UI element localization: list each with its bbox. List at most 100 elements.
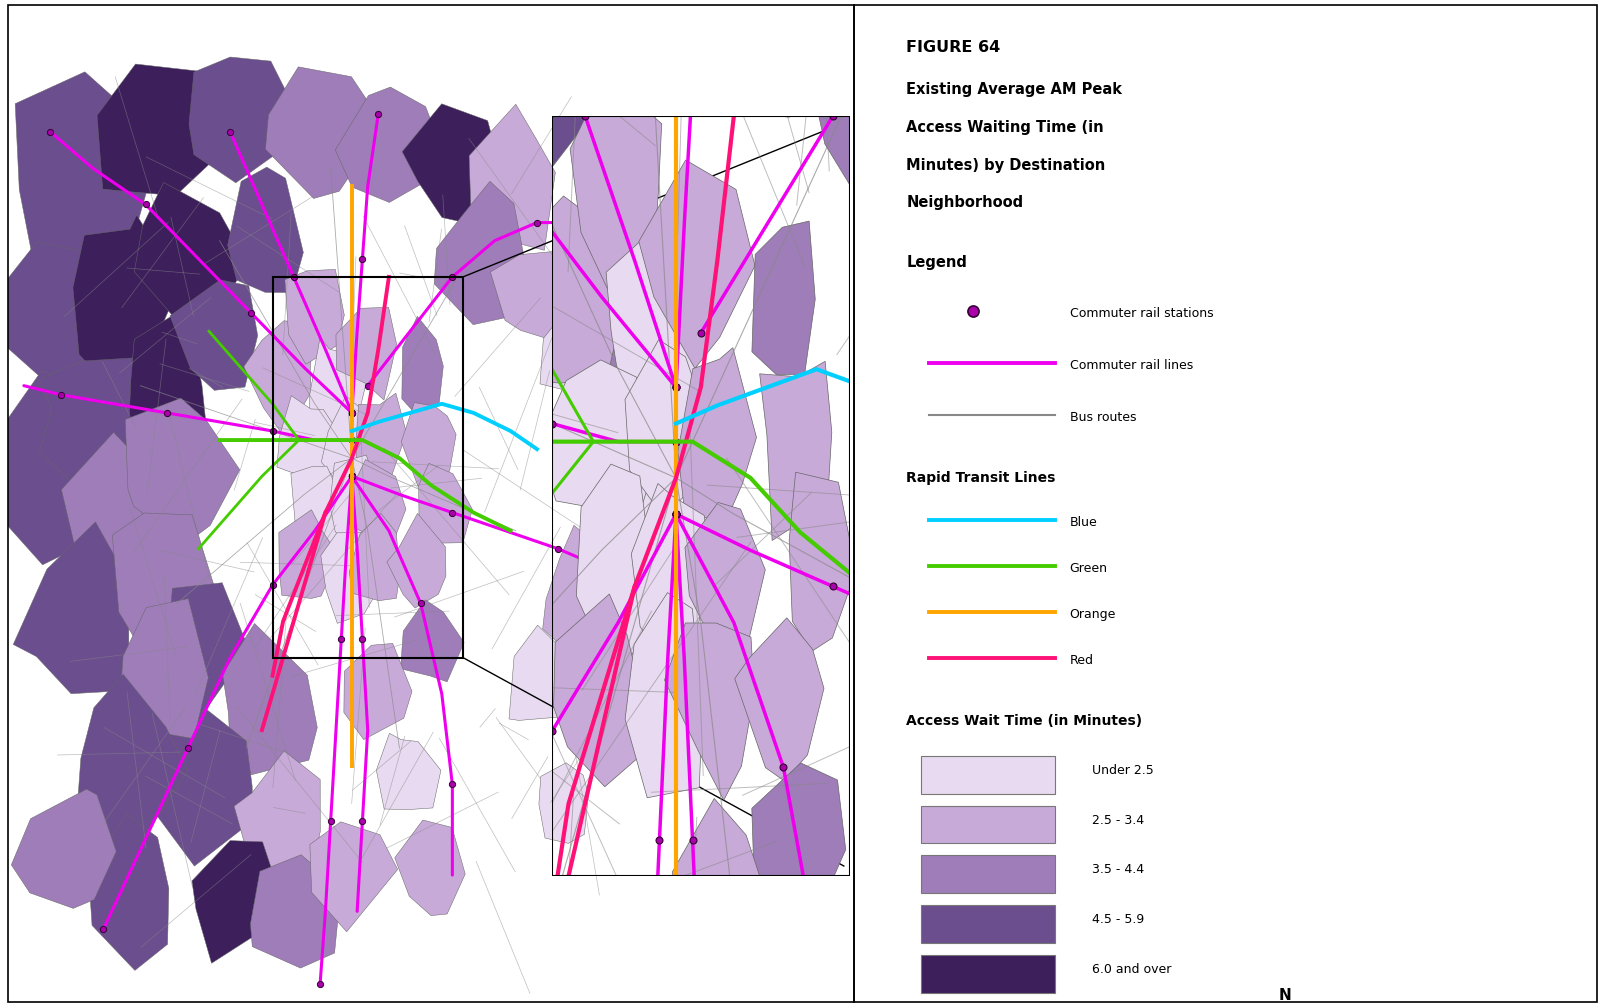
Polygon shape bbox=[251, 855, 339, 968]
Text: Orange: Orange bbox=[1070, 608, 1117, 621]
Polygon shape bbox=[77, 675, 187, 851]
Polygon shape bbox=[170, 280, 258, 391]
Polygon shape bbox=[915, 19, 1042, 242]
Polygon shape bbox=[320, 533, 384, 623]
Text: Rapid Transit Lines: Rapid Transit Lines bbox=[906, 470, 1056, 484]
Text: Commuter rail lines: Commuter rail lines bbox=[1070, 358, 1194, 372]
Polygon shape bbox=[734, 617, 824, 781]
Polygon shape bbox=[130, 314, 206, 468]
Polygon shape bbox=[0, 242, 123, 393]
Polygon shape bbox=[806, 0, 974, 242]
Polygon shape bbox=[538, 359, 664, 523]
Polygon shape bbox=[310, 755, 469, 1007]
Polygon shape bbox=[254, 924, 398, 1007]
Polygon shape bbox=[592, 181, 651, 274]
Polygon shape bbox=[360, 948, 547, 1007]
Polygon shape bbox=[134, 182, 248, 320]
Polygon shape bbox=[98, 64, 230, 195]
Text: Minutes) by Destination: Minutes) by Destination bbox=[906, 157, 1106, 172]
Polygon shape bbox=[152, 709, 253, 866]
Polygon shape bbox=[672, 799, 773, 1007]
Polygon shape bbox=[168, 583, 250, 715]
Polygon shape bbox=[752, 222, 816, 375]
Polygon shape bbox=[11, 789, 117, 908]
Polygon shape bbox=[491, 251, 576, 343]
Bar bbox=[922, 905, 1054, 944]
Polygon shape bbox=[344, 643, 413, 739]
Polygon shape bbox=[539, 762, 589, 843]
Polygon shape bbox=[542, 526, 626, 660]
Polygon shape bbox=[766, 0, 915, 43]
Bar bbox=[922, 755, 1054, 794]
Polygon shape bbox=[638, 160, 755, 369]
Polygon shape bbox=[387, 514, 446, 608]
Polygon shape bbox=[576, 464, 653, 684]
Polygon shape bbox=[789, 472, 856, 652]
Polygon shape bbox=[235, 422, 392, 792]
Text: N: N bbox=[1278, 988, 1291, 1003]
Polygon shape bbox=[624, 461, 667, 539]
Polygon shape bbox=[243, 321, 314, 437]
Polygon shape bbox=[141, 0, 328, 149]
Text: Red: Red bbox=[1070, 654, 1094, 667]
Polygon shape bbox=[419, 463, 472, 543]
Polygon shape bbox=[915, 851, 1026, 1007]
Polygon shape bbox=[539, 300, 611, 395]
Bar bbox=[922, 955, 1054, 993]
Polygon shape bbox=[376, 733, 442, 810]
Text: FIGURE 64: FIGURE 64 bbox=[906, 40, 1000, 55]
Polygon shape bbox=[502, 196, 624, 383]
Bar bbox=[922, 806, 1054, 844]
Polygon shape bbox=[189, 57, 293, 183]
Polygon shape bbox=[858, 0, 1010, 76]
Polygon shape bbox=[685, 502, 765, 648]
Polygon shape bbox=[234, 751, 320, 876]
Polygon shape bbox=[322, 396, 368, 478]
Text: Commuter rail stations: Commuter rail stations bbox=[1070, 307, 1213, 320]
Polygon shape bbox=[402, 403, 456, 495]
Text: Access Waiting Time (in: Access Waiting Time (in bbox=[906, 120, 1104, 135]
Polygon shape bbox=[760, 362, 832, 541]
Polygon shape bbox=[573, 409, 642, 515]
Text: 6.0 and over: 6.0 and over bbox=[1091, 963, 1171, 976]
Polygon shape bbox=[309, 337, 368, 432]
Polygon shape bbox=[227, 167, 304, 293]
Polygon shape bbox=[678, 347, 757, 523]
Polygon shape bbox=[570, 75, 662, 293]
Polygon shape bbox=[202, 0, 394, 286]
Bar bbox=[272, 277, 462, 658]
Polygon shape bbox=[413, 99, 523, 400]
Polygon shape bbox=[94, 339, 312, 704]
Polygon shape bbox=[294, 586, 426, 885]
Polygon shape bbox=[341, 354, 475, 631]
Text: Under 2.5: Under 2.5 bbox=[1091, 763, 1154, 776]
Polygon shape bbox=[336, 87, 442, 202]
Polygon shape bbox=[285, 270, 344, 365]
Polygon shape bbox=[355, 691, 506, 991]
Text: Bus routes: Bus routes bbox=[1070, 411, 1136, 424]
Polygon shape bbox=[310, 822, 398, 931]
Polygon shape bbox=[14, 71, 155, 273]
Polygon shape bbox=[40, 357, 142, 508]
Bar bbox=[552, 116, 850, 876]
Text: 2.5 - 3.4: 2.5 - 3.4 bbox=[1091, 814, 1144, 827]
Polygon shape bbox=[664, 623, 754, 801]
Polygon shape bbox=[970, 169, 1098, 368]
Polygon shape bbox=[171, 273, 373, 574]
Polygon shape bbox=[330, 455, 379, 545]
Polygon shape bbox=[222, 623, 317, 775]
Polygon shape bbox=[632, 483, 709, 681]
Polygon shape bbox=[266, 66, 384, 198]
Text: Neighborhood: Neighborhood bbox=[906, 195, 1024, 210]
Polygon shape bbox=[966, 665, 1072, 837]
Polygon shape bbox=[74, 214, 179, 379]
Polygon shape bbox=[395, 820, 466, 915]
Polygon shape bbox=[192, 841, 280, 964]
Polygon shape bbox=[752, 763, 846, 915]
Polygon shape bbox=[13, 522, 130, 694]
Polygon shape bbox=[291, 466, 349, 555]
Polygon shape bbox=[88, 815, 170, 971]
Polygon shape bbox=[606, 231, 704, 414]
Polygon shape bbox=[61, 432, 182, 605]
Polygon shape bbox=[509, 625, 574, 720]
